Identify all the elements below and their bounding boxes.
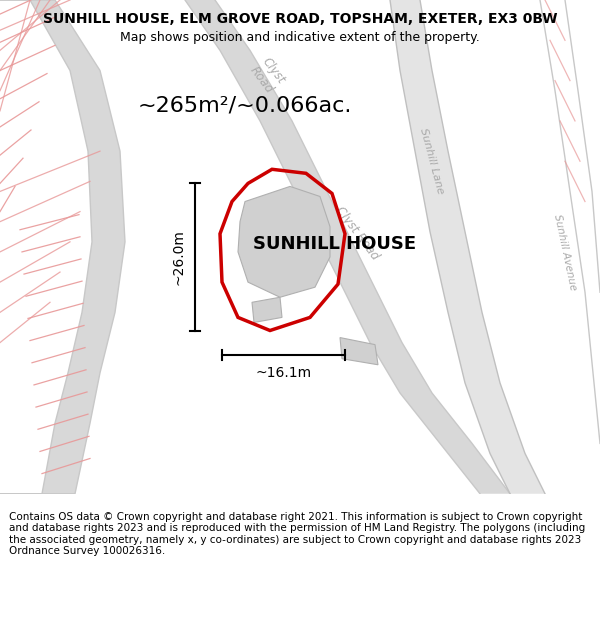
Polygon shape xyxy=(390,0,545,494)
Text: Clyst Road: Clyst Road xyxy=(333,204,381,263)
Text: Clyst
Road: Clyst Road xyxy=(248,55,288,96)
Polygon shape xyxy=(340,338,378,365)
Text: ~16.1m: ~16.1m xyxy=(256,366,311,380)
Polygon shape xyxy=(238,186,330,298)
Text: Sunhill Avenue: Sunhill Avenue xyxy=(552,213,578,291)
Text: SUNHILL HOUSE: SUNHILL HOUSE xyxy=(253,235,416,253)
Polygon shape xyxy=(0,0,125,494)
Polygon shape xyxy=(252,298,282,322)
Text: ~265m²/~0.066ac.: ~265m²/~0.066ac. xyxy=(138,96,352,116)
Text: Sunhill Lane: Sunhill Lane xyxy=(418,127,446,196)
Polygon shape xyxy=(185,0,510,494)
Text: ~26.0m: ~26.0m xyxy=(172,229,186,285)
Text: Map shows position and indicative extent of the property.: Map shows position and indicative extent… xyxy=(120,31,480,44)
Text: Contains OS data © Crown copyright and database right 2021. This information is : Contains OS data © Crown copyright and d… xyxy=(9,512,585,556)
Text: SUNHILL HOUSE, ELM GROVE ROAD, TOPSHAM, EXETER, EX3 0BW: SUNHILL HOUSE, ELM GROVE ROAD, TOPSHAM, … xyxy=(43,12,557,26)
